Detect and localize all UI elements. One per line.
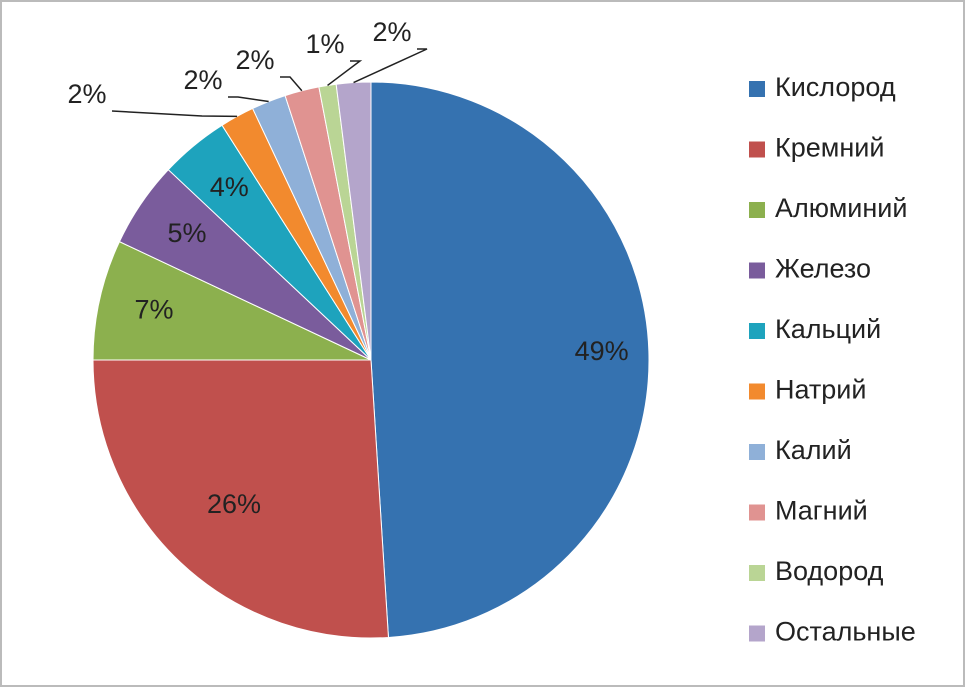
legend-label: Алюминий: [775, 193, 907, 223]
pie-slice: [92, 359, 389, 639]
legend-swatch: [749, 323, 765, 339]
legend-swatch: [749, 141, 765, 158]
legend-label: Остальные: [775, 617, 916, 647]
legend-label: Кальций: [775, 314, 881, 344]
legend-label: Кислород: [775, 72, 896, 102]
legend-label: Калий: [775, 435, 852, 465]
legend-label: Кремний: [775, 133, 884, 163]
leader-line: [228, 96, 269, 103]
data-label: 26%: [207, 489, 261, 519]
legend-swatch: [749, 444, 765, 460]
legend-swatch: [749, 383, 765, 400]
legend-label: Водород: [775, 556, 884, 586]
data-label: 2%: [372, 17, 411, 47]
leader-line: [353, 48, 428, 84]
pie-slice: [370, 81, 650, 638]
data-label: 2%: [183, 65, 222, 95]
data-label: 5%: [168, 218, 207, 248]
legend-label: Натрий: [775, 375, 866, 405]
leader-line: [111, 110, 238, 118]
legend-swatch: [749, 202, 765, 218]
data-label: 1%: [305, 29, 344, 59]
pie-slice: [92, 240, 372, 361]
legend-swatch: [749, 504, 765, 521]
leader-line: [280, 76, 303, 92]
data-label: 49%: [575, 336, 629, 366]
leader-line: [327, 60, 363, 87]
legend-swatch: [749, 262, 765, 279]
data-label: 2%: [235, 45, 274, 75]
data-label: 2%: [67, 79, 106, 109]
data-label: 7%: [134, 295, 173, 325]
legend-swatch: [749, 81, 765, 97]
legend-swatch: [749, 625, 765, 642]
pie-slice: [335, 81, 372, 361]
legend-swatch: [749, 565, 765, 581]
data-label: 4%: [210, 172, 249, 202]
legend-label: Железо: [775, 254, 871, 284]
legend-label: Магний: [775, 496, 868, 526]
